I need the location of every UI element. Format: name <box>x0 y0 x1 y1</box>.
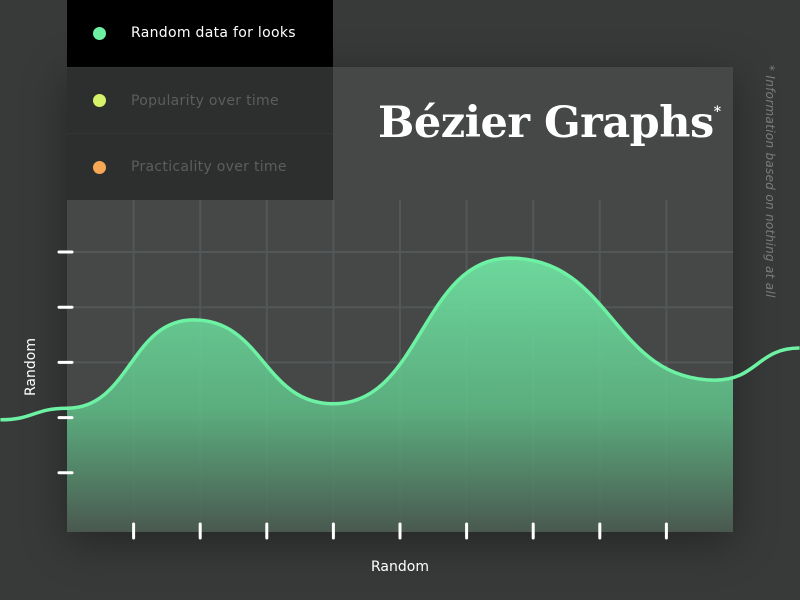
y-axis-label: Random <box>23 338 39 396</box>
series-line <box>0 256 800 422</box>
legend-item-random-data[interactable]: Random data for looks <box>67 0 333 67</box>
x-axis-label: Random <box>371 559 429 575</box>
legend-item-practicality[interactable]: Practicality over time <box>67 133 333 201</box>
legend-item-popularity[interactable]: Popularity over time <box>67 66 333 134</box>
footnote: * Information based on nothing at all <box>763 65 777 298</box>
legend-label: Practicality over time <box>131 159 287 176</box>
series-dot-icon <box>93 94 106 108</box>
title-asterisk: * <box>713 104 721 120</box>
series-area <box>67 258 733 532</box>
legend-label: Random data for looks <box>131 25 296 42</box>
chart-title-text: Bézier Graphs <box>378 98 714 148</box>
chart-title: Bézier Graphs* <box>378 98 721 148</box>
legend: Random data for looks Popularity over ti… <box>67 0 333 201</box>
legend-label: Popularity over time <box>131 92 279 109</box>
series-dot-icon <box>93 26 106 40</box>
series-dot-icon <box>93 160 106 174</box>
